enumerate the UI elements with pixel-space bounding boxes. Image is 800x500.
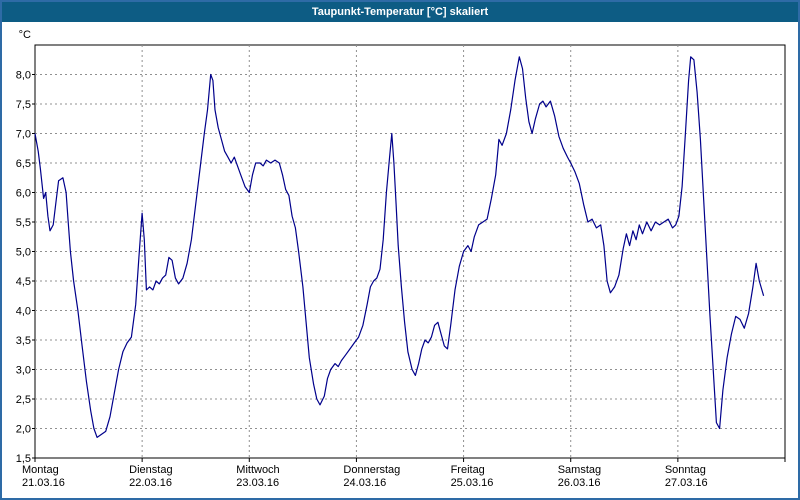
y-tick-label: 3,0: [16, 365, 31, 377]
x-date-label: 25.03.16: [451, 477, 494, 489]
data-series-line: [34, 56, 765, 438]
y-tick-label: 1,5: [16, 453, 31, 465]
x-date-label: 21.03.16: [22, 477, 65, 489]
y-tick-label: 7,5: [16, 99, 31, 111]
x-day-label: Dienstag: [129, 464, 172, 476]
x-date-label: 27.03.16: [665, 477, 708, 489]
x-date-label: 22.03.16: [129, 477, 172, 489]
y-tick-label: 5,0: [16, 247, 31, 259]
x-date-label: 23.03.16: [236, 477, 279, 489]
y-tick-label: 8,0: [16, 70, 31, 82]
y-tick-label: 6,5: [16, 158, 31, 170]
chart-canvas: 1,5 2,0 2,5 3,0 3,5 4,0 4,5 5,0 5,5 6,0 6,5 7,0 7,5 8…: [2, 22, 798, 496]
title-bar[interactable]: Taupunkt-Temperatur [°C] skaliert: [2, 2, 798, 22]
x-date-label: 26.03.16: [558, 477, 601, 489]
window-title: Taupunkt-Temperatur [°C] skaliert: [311, 6, 489, 18]
y-tick-label: 4,5: [16, 276, 31, 288]
y-tick-label: 2,0: [16, 424, 31, 436]
y-axis-unit-label: °C: [19, 29, 31, 41]
x-day-label: Donnerstag: [343, 464, 400, 476]
x-day-label: Samstag: [558, 464, 601, 476]
y-tick-label: 3,5: [16, 335, 31, 347]
y-tick-label: 5,5: [16, 217, 31, 229]
x-date-label: 24.03.16: [343, 477, 386, 489]
y-tick-label: 6,0: [16, 188, 31, 200]
y-tick-label: 2,5: [16, 394, 31, 406]
y-tick-label: 4,0: [16, 306, 31, 318]
x-day-label: Freitag: [451, 464, 485, 476]
x-day-label: Sonntag: [665, 464, 706, 476]
x-day-label: Mittwoch: [236, 464, 279, 476]
y-tick-label: 7,0: [16, 129, 31, 141]
x-day-label: Montag: [22, 464, 59, 476]
